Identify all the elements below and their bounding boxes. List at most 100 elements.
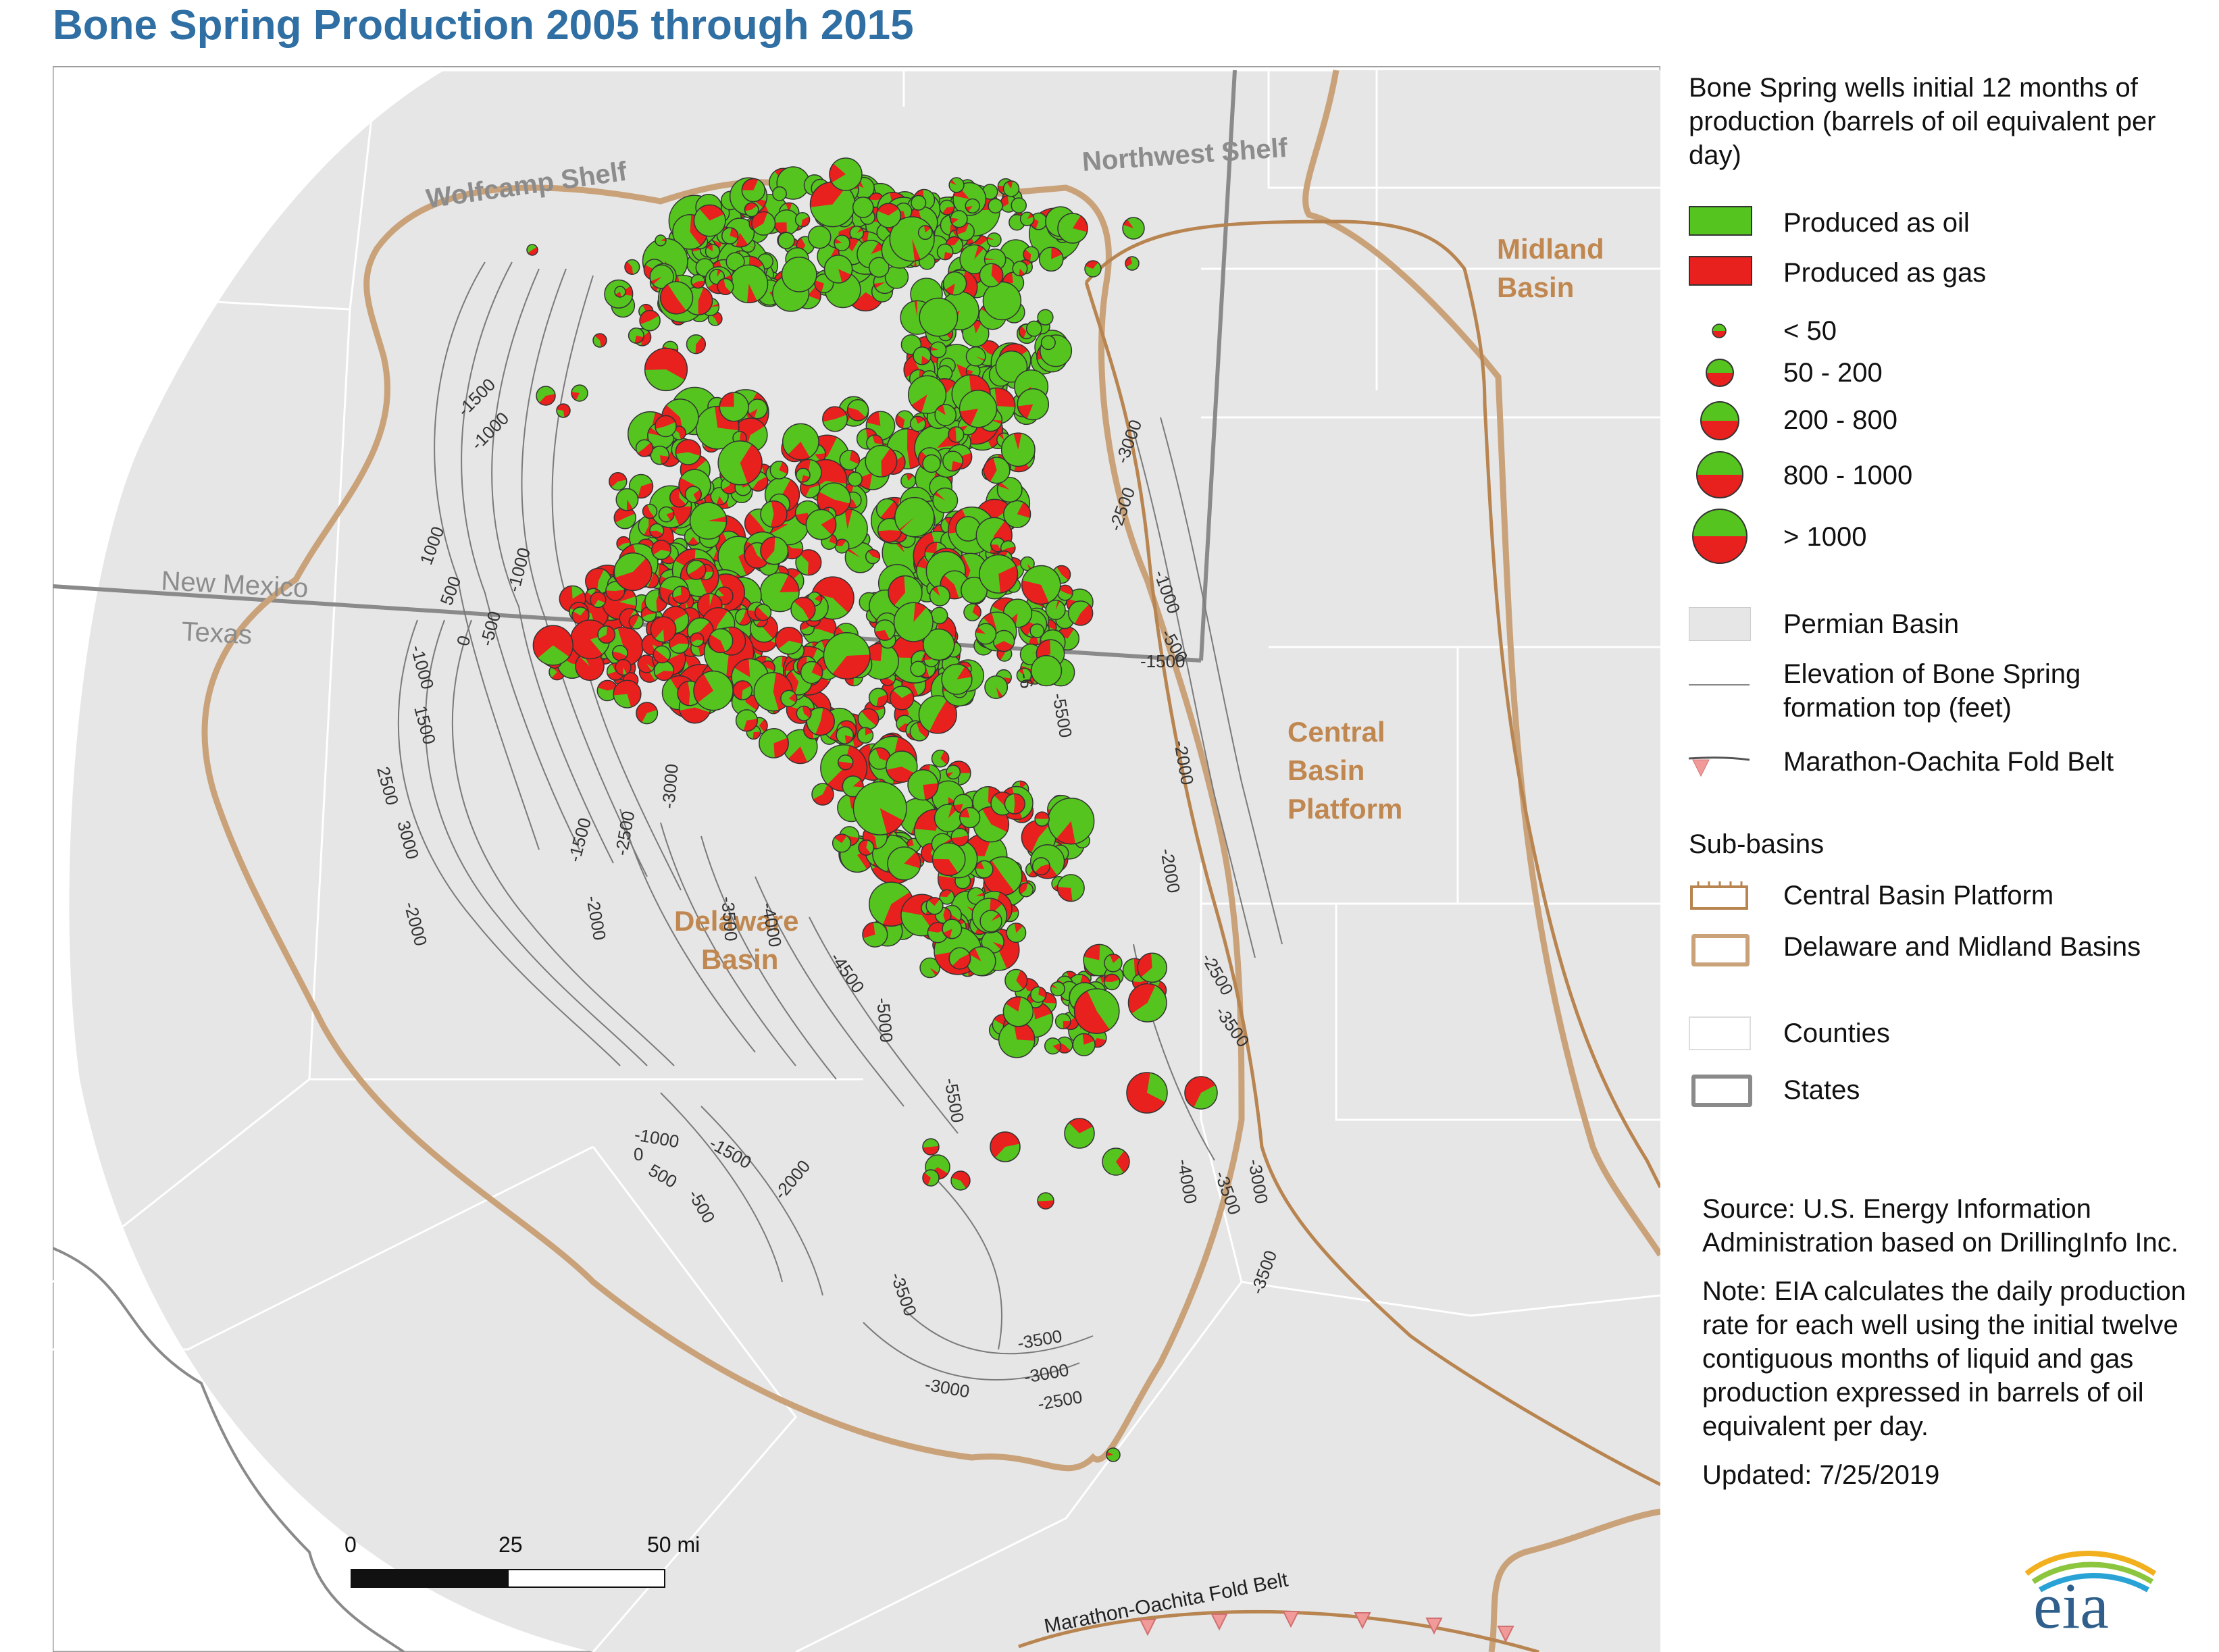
well-pie[interactable] xyxy=(650,445,670,465)
well-pie[interactable] xyxy=(759,572,800,613)
well-pie[interactable] xyxy=(932,842,966,877)
well-pie[interactable] xyxy=(1122,217,1145,240)
well-pie[interactable] xyxy=(984,675,1009,699)
well-pie[interactable] xyxy=(862,921,888,948)
well-pie[interactable] xyxy=(823,255,853,284)
well-pie[interactable] xyxy=(628,614,644,630)
well-pie[interactable] xyxy=(979,263,1004,288)
well-pie[interactable] xyxy=(1025,320,1042,337)
well-pie[interactable] xyxy=(721,227,739,244)
well-pie[interactable] xyxy=(614,286,626,298)
well-pie[interactable] xyxy=(795,549,822,576)
well-pie[interactable] xyxy=(719,392,749,422)
well-pie[interactable] xyxy=(1125,256,1140,271)
well-pie[interactable] xyxy=(693,204,726,237)
well-pie[interactable] xyxy=(781,256,817,292)
well-pie[interactable] xyxy=(1038,247,1064,272)
well-pie[interactable] xyxy=(729,264,769,303)
well-pie[interactable] xyxy=(651,540,671,560)
well-pie[interactable] xyxy=(1000,432,1036,467)
well-pie[interactable] xyxy=(942,271,967,296)
well-pie[interactable] xyxy=(1002,180,1020,197)
well-pie[interactable] xyxy=(751,211,776,236)
well-pie[interactable] xyxy=(615,488,639,511)
well-pie[interactable] xyxy=(772,186,787,201)
well-pie[interactable] xyxy=(875,203,902,228)
well-pie[interactable] xyxy=(922,454,941,473)
well-pie[interactable] xyxy=(942,450,963,472)
well-pie[interactable] xyxy=(822,406,848,432)
well-pie[interactable] xyxy=(1102,1147,1130,1176)
well-pie[interactable] xyxy=(909,415,926,432)
well-pie[interactable] xyxy=(759,728,789,758)
well-pie[interactable] xyxy=(931,749,950,768)
well-pie[interactable] xyxy=(717,278,734,296)
well-pie[interactable] xyxy=(635,439,654,457)
well-pie[interactable] xyxy=(936,243,954,261)
well-pie[interactable] xyxy=(800,661,823,684)
well-pie[interactable] xyxy=(1137,952,1167,983)
well-pie[interactable] xyxy=(690,632,705,647)
well-pie[interactable] xyxy=(932,487,959,513)
well-pie[interactable] xyxy=(790,596,816,623)
well-pie[interactable] xyxy=(869,257,890,278)
well-pie[interactable] xyxy=(650,616,677,643)
well-pie[interactable] xyxy=(965,346,986,367)
well-pie[interactable] xyxy=(946,765,961,780)
well-pie[interactable] xyxy=(1031,857,1050,876)
well-pie[interactable] xyxy=(922,1138,940,1156)
well-pie[interactable] xyxy=(847,471,863,487)
well-pie[interactable] xyxy=(732,680,753,700)
well-pie[interactable] xyxy=(852,781,907,835)
well-pie[interactable] xyxy=(592,333,607,348)
well-pie[interactable] xyxy=(1003,500,1031,528)
well-pie[interactable] xyxy=(760,536,789,565)
well-pie[interactable] xyxy=(874,619,896,641)
well-pie[interactable] xyxy=(948,177,965,193)
well-pie[interactable] xyxy=(532,625,573,666)
well-pie[interactable] xyxy=(1040,335,1056,351)
well-pie[interactable] xyxy=(1034,811,1050,827)
well-pie[interactable] xyxy=(575,651,605,681)
well-pie[interactable] xyxy=(975,623,997,645)
well-pie[interactable] xyxy=(796,705,812,721)
map-canvas[interactable]: Wolfcamp Shelf Northwest Shelf Midland B… xyxy=(53,66,1660,1652)
well-pie[interactable] xyxy=(637,654,656,673)
well-pie[interactable] xyxy=(942,919,963,939)
well-pie[interactable] xyxy=(846,398,869,421)
well-pie[interactable] xyxy=(613,679,642,708)
well-pie[interactable] xyxy=(658,506,675,523)
well-pie[interactable] xyxy=(642,503,658,519)
map-panel[interactable]: Wolfcamp Shelf Northwest Shelf Midland B… xyxy=(53,66,1660,1652)
well-pie[interactable] xyxy=(613,552,653,592)
well-pie[interactable] xyxy=(782,423,819,461)
well-pie[interactable] xyxy=(655,234,667,247)
well-pie[interactable] xyxy=(961,576,988,604)
well-pie[interactable] xyxy=(571,606,590,625)
well-pie[interactable] xyxy=(950,210,968,228)
well-pie[interactable] xyxy=(983,457,1011,484)
well-pie[interactable] xyxy=(1106,1447,1121,1462)
well-pie[interactable] xyxy=(917,225,933,240)
well-pie[interactable] xyxy=(1016,667,1032,683)
well-pie[interactable] xyxy=(754,604,772,621)
well-pie[interactable] xyxy=(979,554,1019,594)
well-pie[interactable] xyxy=(775,626,803,655)
well-pie[interactable] xyxy=(1050,981,1065,997)
well-pie[interactable] xyxy=(668,633,690,654)
well-pie[interactable] xyxy=(769,461,789,480)
well-pie[interactable] xyxy=(615,659,632,676)
well-pie[interactable] xyxy=(948,426,965,443)
well-pie[interactable] xyxy=(655,415,677,438)
well-pie[interactable] xyxy=(596,679,619,702)
well-pie[interactable] xyxy=(1057,213,1088,244)
well-pie[interactable] xyxy=(649,264,674,289)
well-pie[interactable] xyxy=(893,602,934,642)
well-markers[interactable] xyxy=(526,157,1218,1462)
well-pie[interactable] xyxy=(806,706,835,736)
well-pie[interactable] xyxy=(839,449,861,471)
well-pie[interactable] xyxy=(807,225,832,249)
well-pie[interactable] xyxy=(669,488,690,508)
well-pie[interactable] xyxy=(939,199,955,215)
well-pie[interactable] xyxy=(911,195,927,211)
